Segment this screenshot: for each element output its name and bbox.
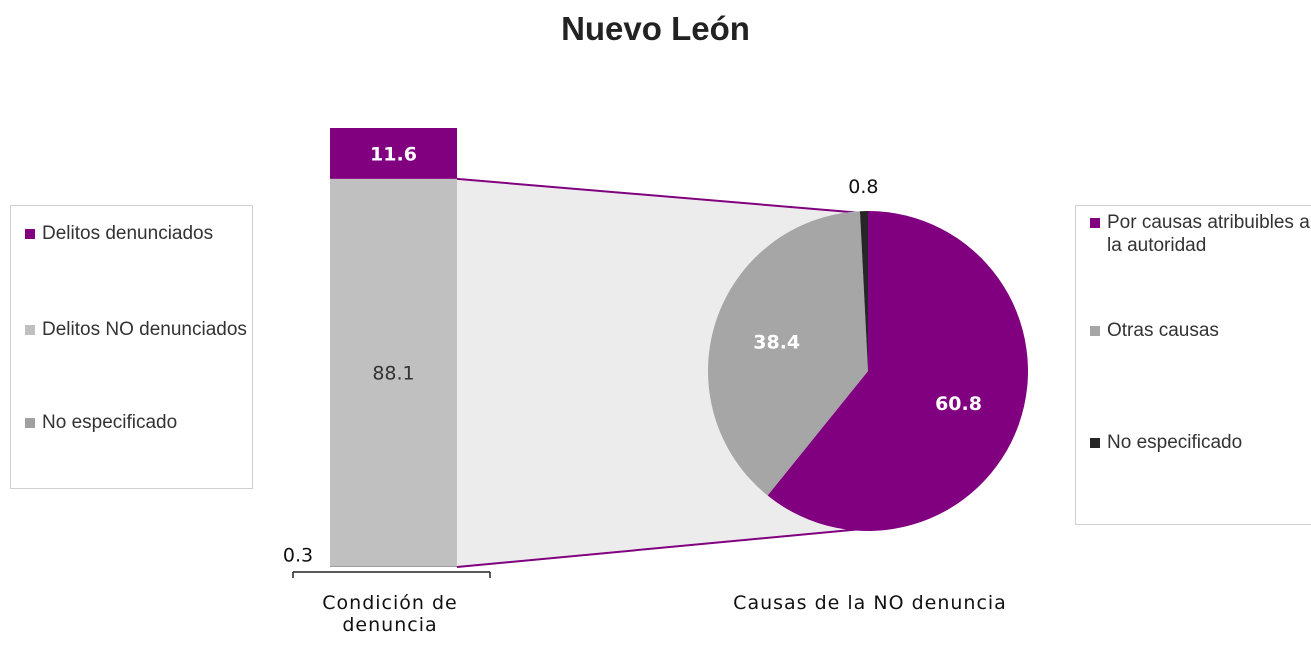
legend-text: Otras causas [1107, 320, 1219, 341]
legend-text: Delitos denunciados [42, 223, 214, 244]
data-label: 88.1 [372, 362, 414, 384]
data-label: 11.6 [370, 143, 417, 165]
legend-text: Delitos NO denunciados [42, 319, 247, 340]
legend-swatch [25, 229, 35, 239]
legend-item: Delitos denunciados [25, 222, 257, 245]
legend-item: Otras causas [1090, 319, 1311, 342]
legend-swatch [25, 418, 35, 428]
legend-swatch [1090, 438, 1100, 448]
chart-title: Nuevo León [561, 10, 750, 47]
legend-item: No especificado [1090, 431, 1311, 454]
legend-text: Por causas atribuibles a la autoridad [1107, 212, 1310, 256]
legend-text: No especificado [1107, 432, 1243, 453]
legend-swatch [25, 325, 35, 335]
x-tick-label: Condición de denuncia [322, 592, 458, 636]
legend-item: Por causas atribuibles a la autoridad [1090, 211, 1311, 257]
pie-slice [859, 211, 868, 371]
bar-segment [330, 565, 457, 567]
legend-swatch [1090, 218, 1100, 228]
legend-item: Delitos NO denunciados [25, 318, 257, 341]
legend-left: Delitos denunciados Delitos NO denunciado… [10, 205, 253, 489]
data-label: 60.8 [935, 393, 982, 415]
data-label: 0.3 [283, 545, 313, 567]
legend-item: No especificado [25, 411, 257, 434]
data-label: 38.4 [753, 331, 800, 353]
pie-slice [708, 211, 868, 496]
legend-text: No especificado [42, 412, 178, 433]
bar-segment [330, 178, 457, 566]
bar-segment [330, 128, 457, 179]
connector-line [456, 528, 863, 568]
legend-right: Por causas atribuibles a la autoridad Otr… [1075, 205, 1311, 525]
data-label: 0.8 [848, 176, 878, 198]
pie-slice [767, 211, 1028, 531]
pie-label: Causas de la NO denuncia [733, 592, 1007, 614]
connector-line [456, 177, 863, 214]
legend-swatch [1090, 326, 1100, 336]
